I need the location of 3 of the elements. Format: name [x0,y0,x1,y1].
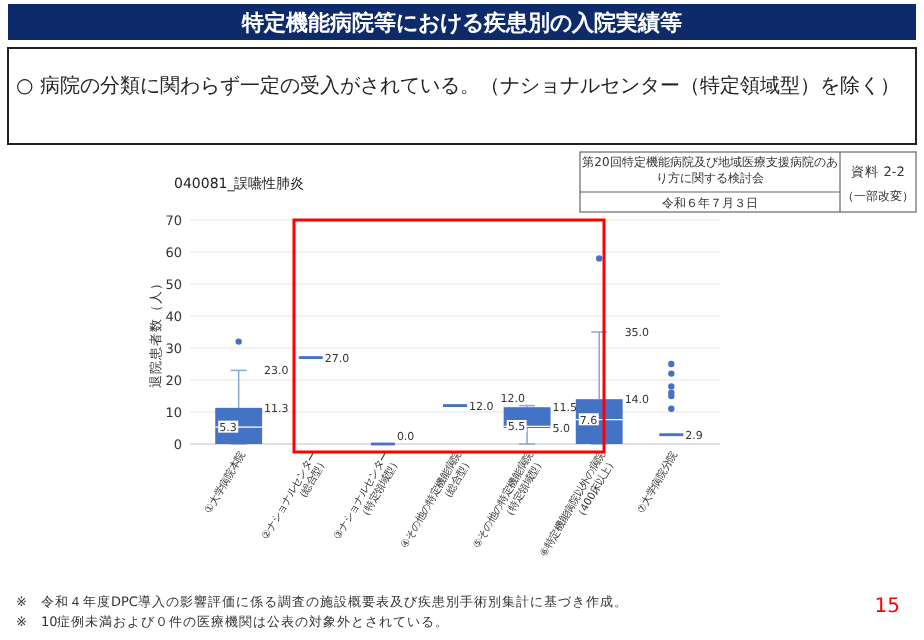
text: 特定機能病院等における疾患別の入院実績等 [240,10,682,36]
text: 15 [874,596,900,618]
text: ○ 病院の分類に関わらず一定の受入がされている。（ナショナルセンター（特定領域型）を除く） [16,74,900,98]
